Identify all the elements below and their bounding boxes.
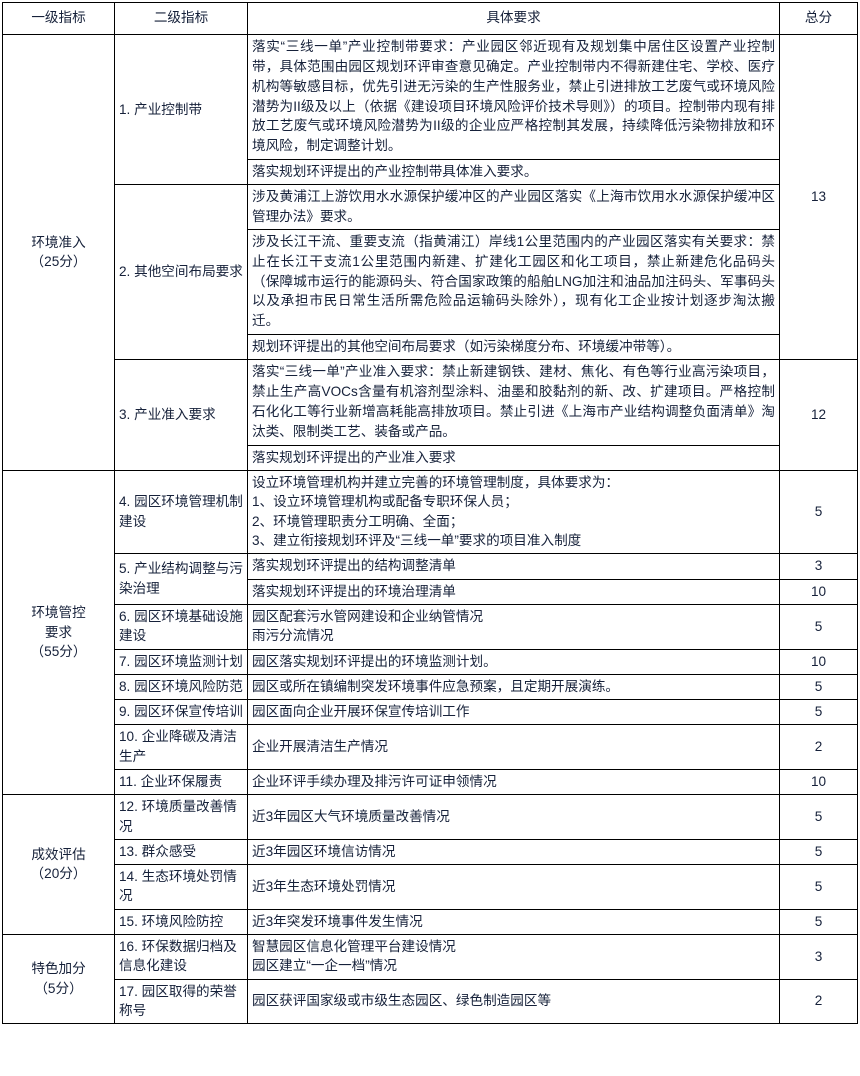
score-cell: 2	[779, 978, 858, 1025]
header-requirement: 具体要求	[247, 2, 780, 35]
indicator-cell-1: 1. 产业控制带	[114, 33, 248, 186]
indicator-cell-7: 7. 园区环境监测计划	[114, 648, 248, 675]
category-points: （25分）	[30, 254, 87, 270]
indicator-cell-10: 10. 企业降碳及清洁生产	[114, 724, 248, 770]
requirement-cell: 智慧园区信息化管理平台建设情况 园区建立“一企一档”情况	[247, 934, 780, 980]
score-cell: 5	[779, 794, 858, 840]
indicator-cell-8: 8. 园区环境风险防范	[114, 673, 248, 701]
score-cell: 5	[779, 673, 858, 701]
indicator-cell-12: 12. 环境质量改善情况	[114, 794, 248, 840]
table-row: 13. 群众感受 近3年园区环境信访情况 5	[3, 838, 858, 866]
header-score: 总分	[779, 2, 858, 35]
indicator-cell-14: 14. 生态环境处罚情况	[114, 864, 248, 910]
category-name: 特色加分	[31, 961, 86, 977]
table-row: 7. 园区环境监测计划 园区落实规划环评提出的环境监测计划。 10	[3, 648, 858, 675]
requirement-cell: 近3年突发环境事件发生情况	[247, 908, 780, 936]
requirement-cell: 涉及长江干流、重要支流（指黄浦江）岸线1公里范围内的产业园区落实有关要求：禁止在…	[247, 228, 780, 336]
indicator-cell-17: 17. 园区取得的荣誉称号	[114, 978, 248, 1025]
requirement-cell: 园区落实规划环评提出的环境监测计划。	[247, 648, 780, 675]
score-cell: 3	[779, 934, 858, 980]
requirement-cell: 规划环评提出的其他空间布局要求（如污染梯度分布、环境缓冲带等）。	[247, 334, 780, 361]
score-cell: 2	[779, 724, 858, 770]
table-row: 涉及长江干流、重要支流（指黄浦江）岸线1公里范围内的产业园区落实有关要求：禁止在…	[3, 228, 858, 336]
requirement-cell: 园区面向企业开展环保宣传培训工作	[247, 699, 780, 726]
category-points: （55分）	[30, 643, 87, 659]
indicator-cell-9: 9. 园区环保宣传培训	[114, 699, 248, 726]
table-row: 特色加分 （5分） 16. 环保数据归档及信息化建设 智慧园区信息化管理平台建设情…	[2, 934, 858, 1025]
table-row: 10. 企业降碳及清洁生产 企业开展清洁生产情况 2	[3, 724, 858, 770]
requirement-cell: 涉及黄浦江上游饮用水水源保护缓冲区的产业园区落实《上海市饮用水水源保护缓冲区管理…	[247, 184, 780, 230]
indicator-cell-3: 3. 产业准入要求	[114, 359, 248, 472]
category-cell-huanjingzhunru: 环境准入 （25分）	[2, 33, 115, 472]
requirement-cell: 落实规划环评提出的环境治理清单	[247, 578, 780, 605]
table-body: 环境准入 （25分） 1. 产业控制带 落实“三线一单”产业控制带要求：产业园区邻…	[2, 33, 858, 1025]
requirement-cell: 园区获评国家级或市级生态园区、绿色制造园区等	[247, 978, 780, 1025]
score-cell: 10	[779, 648, 858, 675]
score-cell: 10	[779, 578, 858, 605]
table-row: 环境准入 （25分） 1. 产业控制带 落实“三线一单”产业控制带要求：产业园区邻…	[2, 33, 858, 472]
requirement-cell: 园区配套污水管网建设和企业纳管情况 雨污分流情况	[247, 603, 780, 650]
table-row: 规划环评提出的其他空间布局要求（如污染梯度分布、环境缓冲带等）。	[3, 334, 858, 361]
indicator-cell-11: 11. 企业环保履责	[114, 768, 248, 796]
table-row: 17. 园区取得的荣誉称号 园区获评国家级或市级生态园区、绿色制造园区等 2	[3, 978, 858, 1025]
category-cell-chengxiaopinggu: 成效评估 （20分）	[2, 794, 115, 936]
score-cell: 5	[779, 838, 858, 866]
score-cell: 12	[779, 359, 858, 472]
table-row: 2. 其他空间布局要求 涉及黄浦江上游饮用水水源保护缓冲区的产业园区落实《上海市…	[3, 184, 858, 361]
indicator-cell-2: 2. 其他空间布局要求	[114, 184, 248, 361]
category-points: （5分）	[34, 980, 83, 996]
score-cell: 5	[779, 864, 858, 910]
header-level2: 二级指标	[114, 2, 248, 35]
indicator-cell-5: 5. 产业结构调整与污染治理	[114, 553, 248, 605]
table-row: 11. 企业环保履责 企业环评手续办理及排污许可证申领情况 10	[3, 768, 858, 796]
score-cell: 5	[779, 470, 858, 555]
requirement-cell: 设立环境管理机构并建立完善的环境管理制度，具体要求为： 1、设立环境管理机构或配…	[247, 470, 780, 555]
table-row: 成效评估 （20分） 12. 环境质量改善情况 近3年园区大气环境质量改善情况 5	[2, 794, 858, 936]
score-cell: 5	[779, 699, 858, 726]
table-row: 5. 产业结构调整与污染治理 落实规划环评提出的结构调整清单 3	[3, 553, 858, 605]
table-row: 3. 产业准入要求 落实“三线一单”产业准入要求：禁止新建钢铁、建材、焦化、有色…	[3, 359, 858, 472]
header-level1: 一级指标	[2, 2, 115, 35]
table-header: 一级指标 二级指标 具体要求 总分	[2, 2, 858, 35]
table-row: 落实规划环评提出的产业准入要求	[3, 444, 858, 472]
requirement-cell: 落实“三线一单”产业准入要求：禁止新建钢铁、建材、焦化、有色等行业高污染项目，禁…	[247, 359, 780, 446]
indicator-cell-6: 6. 园区环境基础设施建设	[114, 603, 248, 650]
score-cell: 10	[779, 768, 858, 796]
requirement-cell: 近3年园区环境信访情况	[247, 838, 780, 866]
category-name: 环境准入	[31, 234, 86, 250]
score-cell: 5	[779, 603, 858, 650]
requirement-cell: 近3年园区大气环境质量改善情况	[247, 794, 780, 840]
requirement-cell: 近3年生态环境处罚情况	[247, 864, 780, 910]
score-cell: 13	[779, 33, 858, 361]
table-row: 8. 园区环境风险防范 园区或所在镇编制突发环境事件应急预案，且定期开展演练。 …	[3, 673, 858, 701]
category-name: 环境管控 要求	[31, 605, 86, 640]
category-cell-tesejiafen: 特色加分 （5分）	[2, 934, 115, 1025]
header-row: 一级指标 二级指标 具体要求 总分	[2, 2, 858, 35]
table-row: 15. 环境风险防控 近3年突发环境事件发生情况 5	[3, 908, 858, 936]
requirement-cell: 企业开展清洁生产情况	[247, 724, 780, 770]
indicator-cell-4: 4. 园区环境管理机制建设	[114, 470, 248, 555]
requirement-cell: 园区或所在镇编制突发环境事件应急预案，且定期开展演练。	[247, 673, 780, 701]
requirement-cell: 落实规划环评提出的结构调整清单	[247, 553, 780, 580]
evaluation-criteria-table: 一级指标 二级指标 具体要求 总分 环境准入 （25分） 1. 产业控制带 落实“…	[2, 2, 858, 1025]
indicator-cell-13: 13. 群众感受	[114, 838, 248, 866]
table-row: 落实规划环评提出的产业控制带具体准入要求。	[3, 159, 858, 186]
category-cell-huanjingguankong: 环境管控 要求 （55分）	[2, 470, 115, 796]
requirement-cell: 企业环评手续办理及排污许可证申领情况	[247, 768, 780, 796]
indicator-cell-15: 15. 环境风险防控	[114, 908, 248, 936]
score-cell: 5	[779, 908, 858, 936]
table-row: 落实规划环评提出的环境治理清单 10	[3, 578, 858, 605]
score-cell: 3	[779, 553, 858, 580]
category-points: （20分）	[30, 866, 87, 882]
requirement-cell: 落实规划环评提出的产业控制带具体准入要求。	[247, 159, 780, 186]
category-name: 成效评估	[31, 846, 86, 862]
requirement-cell: 落实“三线一单”产业控制带要求：产业园区邻近现有及规划集中居住区设置产业控制带，…	[247, 33, 780, 161]
requirement-cell: 落实规划环评提出的产业准入要求	[247, 444, 780, 472]
table-row: 6. 园区环境基础设施建设 园区配套污水管网建设和企业纳管情况 雨污分流情况 5	[3, 603, 858, 650]
table-row: 14. 生态环境处罚情况 近3年生态环境处罚情况 5	[3, 864, 858, 910]
table-row: 环境管控 要求 （55分） 4. 园区环境管理机制建设 设立环境管理机构并建立完善…	[2, 470, 858, 796]
table-row: 9. 园区环保宣传培训 园区面向企业开展环保宣传培训工作 5	[3, 699, 858, 726]
indicator-cell-16: 16. 环保数据归档及信息化建设	[114, 934, 248, 980]
